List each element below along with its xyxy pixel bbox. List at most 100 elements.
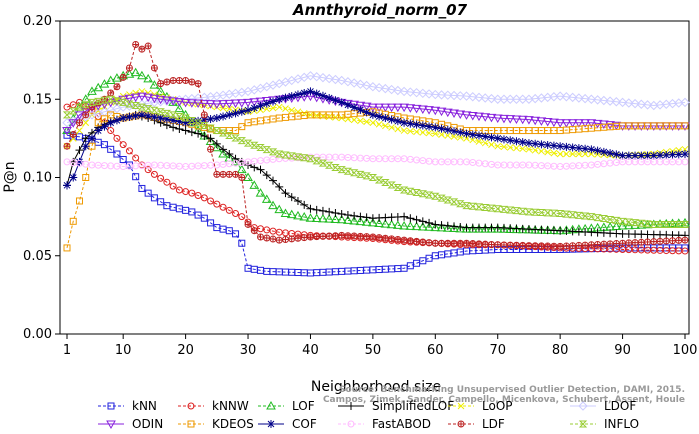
data-point-cross (263, 235, 270, 242)
data-point (162, 115, 171, 124)
data-point (269, 97, 277, 106)
data-point (518, 138, 527, 147)
data-point (349, 215, 360, 225)
data-point (150, 112, 159, 121)
data-point (425, 129, 433, 137)
data-point (363, 118, 370, 126)
data-point (612, 150, 621, 159)
data-point (417, 105, 428, 114)
data-point-cross (500, 241, 507, 248)
data-point (537, 209, 546, 217)
data-point (225, 206, 233, 214)
data-point (381, 114, 390, 123)
data-point (256, 101, 265, 110)
data-point (324, 73, 334, 84)
data-point (436, 107, 447, 117)
data-point (525, 145, 533, 153)
data-point (236, 164, 247, 174)
data-point-cross (550, 243, 557, 250)
data-point (511, 94, 522, 104)
data-point (524, 208, 534, 216)
data-point (399, 86, 409, 97)
data-point (237, 107, 246, 116)
data-point (424, 191, 434, 199)
data-point-cross (163, 79, 170, 86)
data-point (661, 218, 672, 228)
data-point (431, 130, 439, 138)
data-point (347, 402, 355, 410)
data-point (212, 127, 222, 135)
data-point (174, 98, 185, 107)
legend-item-inflo: INFLO (570, 417, 639, 431)
data-point (69, 217, 77, 225)
data-point (606, 149, 615, 158)
data-point (449, 198, 459, 206)
data-point-cross (270, 236, 276, 243)
data-point (112, 116, 121, 125)
data-point (475, 138, 483, 145)
data-point (132, 173, 140, 181)
data-point (336, 214, 347, 224)
data-point (144, 111, 153, 120)
data-point (574, 93, 584, 103)
data-point (230, 99, 241, 109)
data-point-cross (176, 77, 183, 84)
data-point (300, 88, 309, 97)
data-point (119, 156, 127, 164)
data-point (237, 137, 246, 145)
data-point (555, 119, 566, 128)
data-point (218, 100, 228, 109)
data-point (82, 119, 90, 127)
data-point (125, 112, 134, 121)
data-point (462, 202, 471, 210)
data-point (180, 98, 191, 108)
data-point (400, 127, 408, 134)
data-point-cross (519, 242, 526, 249)
x-tick-label: 80 (552, 343, 569, 358)
data-point (337, 166, 346, 174)
data-point (624, 98, 634, 108)
data-point-cross (351, 233, 358, 240)
data-point (461, 224, 472, 233)
data-point (343, 167, 353, 175)
data-point (266, 400, 276, 410)
data-point (543, 209, 552, 217)
data-point-cross (226, 171, 233, 178)
data-point (455, 223, 466, 233)
y-axis: 0.00 0.05 0.10 0.15 0.20 (23, 14, 60, 342)
data-point (137, 110, 146, 119)
data-point (456, 128, 465, 137)
data-point (374, 103, 384, 113)
data-point (617, 221, 628, 230)
data-point (238, 213, 246, 221)
data-point (369, 119, 377, 127)
data-point (480, 93, 490, 103)
data-point (505, 94, 515, 104)
data-point-cross (126, 64, 133, 71)
data-point (162, 96, 172, 106)
data-point (574, 144, 583, 153)
data-point (556, 142, 565, 151)
series-fastabod (63, 153, 689, 171)
legend-item-knnw: kNNW (178, 399, 249, 413)
data-point (175, 124, 184, 133)
data-point (143, 93, 154, 103)
data-point (543, 140, 552, 149)
data-point (442, 223, 453, 232)
data-point (450, 222, 459, 231)
data-point (550, 149, 558, 157)
legend-label: SimplifiedLOF (372, 399, 454, 413)
data-point-cross (625, 239, 632, 246)
data-point (530, 116, 541, 126)
data-point (481, 139, 489, 147)
data-point (355, 101, 366, 111)
data-point (318, 91, 327, 100)
data-point (493, 94, 503, 104)
legend-label: COF (292, 417, 317, 431)
legend-item-simplifiedlof: SimplifiedLOF (338, 399, 454, 413)
data-point (119, 114, 128, 123)
data-point-cross (213, 171, 220, 178)
data-point (199, 99, 210, 109)
data-point (275, 103, 283, 111)
data-point-cross (170, 77, 177, 84)
